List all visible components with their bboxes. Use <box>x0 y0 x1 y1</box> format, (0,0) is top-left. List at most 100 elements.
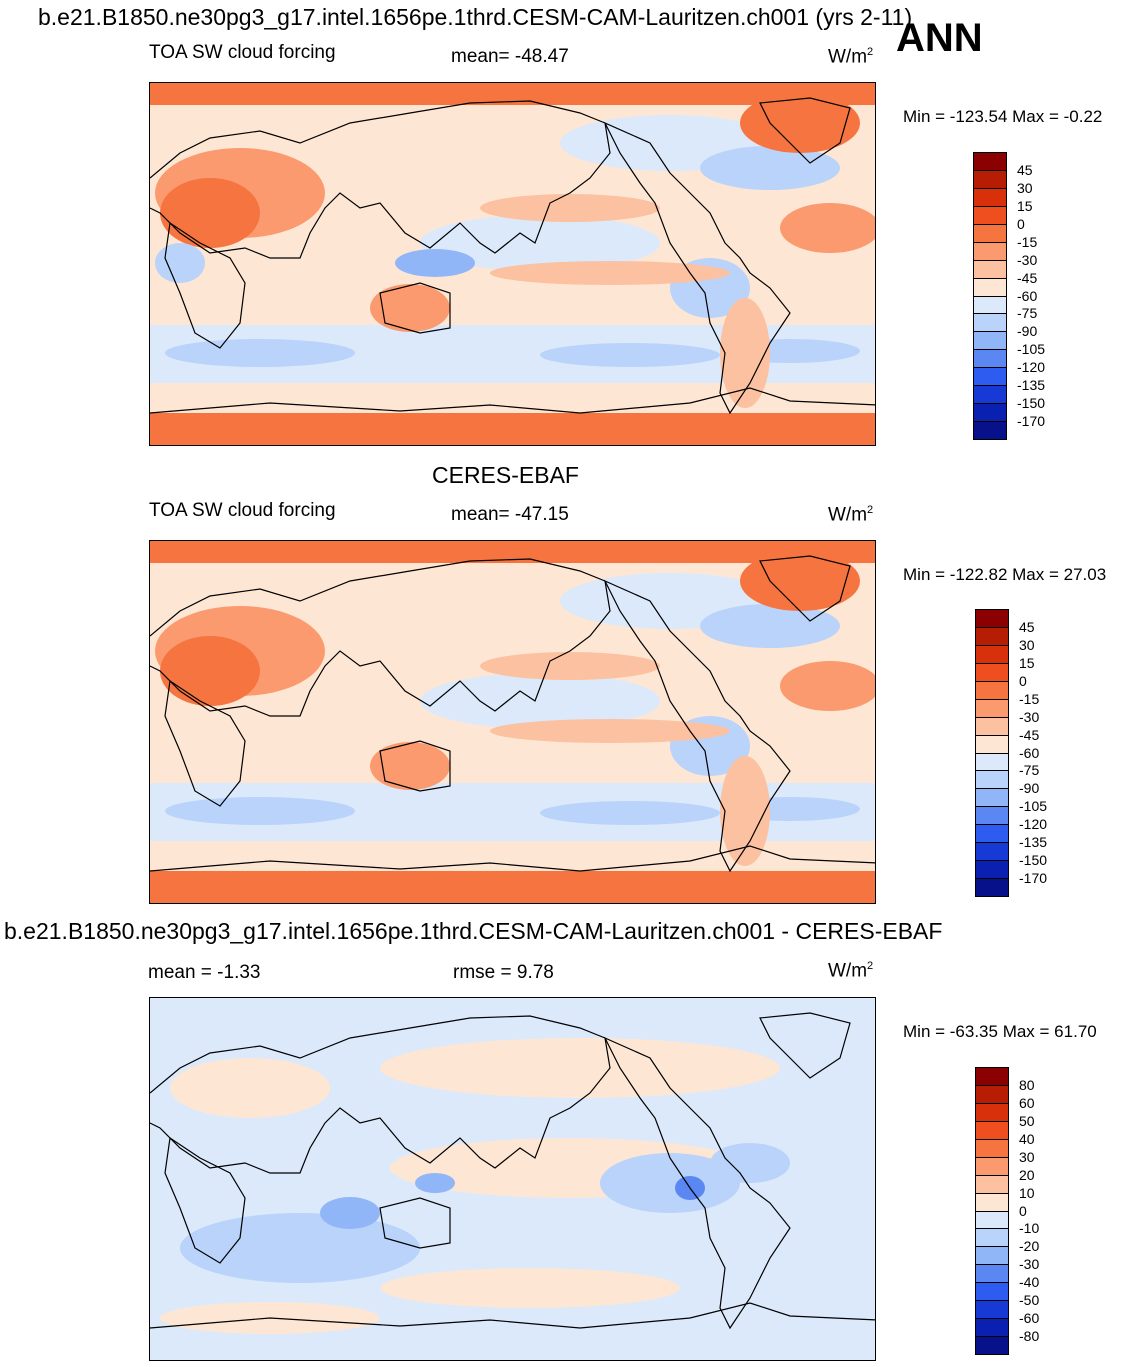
panel2-colorbar-tick-label: -170 <box>1019 870 1048 887</box>
panel2-map <box>149 540 876 904</box>
panel2-colorbar-tick-label: -150 <box>1019 852 1048 869</box>
panel2-colorbar-tick-label: -75 <box>1019 762 1040 779</box>
panel2-colorbar-swatch <box>975 680 1009 700</box>
panel1-colorbar-swatch <box>973 349 1007 369</box>
panel1-colorbar-swatch <box>973 385 1007 405</box>
panel2-colorbar-tick-label: -105 <box>1019 798 1048 815</box>
panel3-colorbar-tick-label: -30 <box>1019 1256 1040 1273</box>
panel1-map-field <box>150 83 875 445</box>
panel2-colorbar-tick-label: -60 <box>1019 744 1040 761</box>
panel2-colorbar-swatch <box>975 860 1009 880</box>
panel3-colorbar-tick-label: 30 <box>1019 1148 1035 1165</box>
panel3-colorbar-tick-label: 20 <box>1019 1166 1035 1183</box>
panel1-colorbar-tick-label: -75 <box>1017 305 1038 322</box>
panel1-colorbar-tick-label: -170 <box>1017 413 1046 430</box>
panel3-colorbar-swatch <box>975 1228 1009 1248</box>
panel2-map-field <box>150 541 875 903</box>
panel2-colorbar-swatch <box>975 788 1009 808</box>
panel3-colorbar-tick-label: 40 <box>1019 1130 1035 1147</box>
panel3-colorbar-swatch <box>975 1192 1009 1212</box>
panel1-colorbar-tick-label: -15 <box>1017 233 1038 250</box>
panel3-colorbar-tick-label: 80 <box>1019 1076 1035 1093</box>
panel1-colorbar-tick-label: 0 <box>1017 215 1025 232</box>
panel3-colorbar-swatch <box>975 1138 1009 1158</box>
panel1-mean-label: mean= -48.47 <box>451 46 569 67</box>
panel3-colorbar-swatch <box>975 1102 1009 1122</box>
panel2-colorbar-swatch <box>975 644 1009 664</box>
panel2-colorbar-swatch <box>975 752 1009 772</box>
panel3-colorbar-tick-label: -50 <box>1019 1292 1040 1309</box>
panel1-colorbar-tick-label: -150 <box>1017 395 1046 412</box>
panel1-colorbar-swatch <box>973 187 1007 207</box>
panel3-colorbar: 80 60 50 40 30 20 10 0 -10 -20 -30 -40 -50 -60 -80 <box>975 1067 1039 1355</box>
panel2-colorbar-tick-label: -120 <box>1019 816 1048 833</box>
panel1-colorbar-swatch <box>973 295 1007 315</box>
panel2-colorbar-swatch <box>975 609 1009 628</box>
main-title: b.e21.B1850.ne30pg3_g17.intel.1656pe.1th… <box>38 4 913 30</box>
panel3-rmse-label: rmse = 9.78 <box>453 962 554 983</box>
panel2-colorbar-swatch <box>975 734 1009 754</box>
panel3-colorbar-swatch <box>975 1067 1009 1086</box>
panel1-colorbar-tick-label: 30 <box>1017 179 1033 196</box>
panel1-units-label: W/m2 <box>828 46 874 68</box>
panel2-colorbar-swatch <box>975 662 1009 682</box>
panel3-title: b.e21.B1850.ne30pg3_g17.intel.1656pe.1th… <box>4 918 943 944</box>
panel1-colorbar-tick-label: -60 <box>1017 287 1038 304</box>
panel3-colorbar-swatch <box>975 1174 1009 1194</box>
panel2-title: CERES-EBAF <box>432 462 579 488</box>
panel2-colorbar-tick-label: 45 <box>1019 618 1035 635</box>
panel2-minmax-label: Min = -122.82 Max = 27.03 <box>903 565 1107 584</box>
panel2-colorbar-tick-label: 15 <box>1019 654 1035 671</box>
panel2-colorbar-swatch <box>975 842 1009 862</box>
panel2-colorbar-swatch <box>975 698 1009 718</box>
panel2-variable-label: TOA SW cloud forcing <box>149 500 336 521</box>
panel3-mean-label: mean = -1.33 <box>148 962 261 983</box>
panel1-colorbar-tick-label: -45 <box>1017 269 1038 286</box>
panel3-colorbar-tick-label: -10 <box>1019 1220 1040 1237</box>
panel2-colorbar-swatch <box>975 770 1009 790</box>
panel1-colorbar-swatch <box>973 367 1007 387</box>
panel2-mean-label: mean= -47.15 <box>451 504 569 525</box>
panel1-colorbar-swatch <box>973 259 1007 279</box>
panel1-colorbar-tick-label: -120 <box>1017 359 1046 376</box>
panel1-map <box>149 82 876 446</box>
panel3-minmax-label: Min = -63.35 Max = 61.70 <box>903 1022 1097 1041</box>
panel2-colorbar-swatch <box>975 626 1009 646</box>
panel1-colorbar-swatch <box>973 205 1007 225</box>
panel3-colorbar-swatch <box>975 1210 1009 1230</box>
panel3-units-label: W/m2 <box>828 960 874 982</box>
panel2-colorbar-swatch <box>975 716 1009 736</box>
panel2-colorbar-tick-label: 0 <box>1019 672 1027 689</box>
panel3-colorbar-tick-label: 0 <box>1019 1202 1027 1219</box>
panel3-colorbar-swatch <box>975 1282 1009 1302</box>
panel1-colorbar-tick-label: 45 <box>1017 161 1033 178</box>
season-label: ANN <box>896 16 983 60</box>
panel2-colorbar-tick-label: -135 <box>1019 834 1048 851</box>
panel2-colorbar-swatch <box>975 878 1009 897</box>
panel3-colorbar-tick-label: 60 <box>1019 1094 1035 1111</box>
panel1-colorbar-swatch <box>973 241 1007 261</box>
panel1-minmax-label: Min = -123.54 Max = -0.22 <box>903 107 1103 126</box>
panel1-variable-label: TOA SW cloud forcing <box>149 42 336 63</box>
panel3-colorbar-tick-label: -80 <box>1019 1328 1040 1345</box>
panel1-colorbar-tick-label: -90 <box>1017 323 1038 340</box>
panel1-colorbar-swatch <box>973 223 1007 243</box>
panel3-colorbar-swatch <box>975 1156 1009 1176</box>
panel2-colorbar-swatch <box>975 824 1009 844</box>
panel1-colorbar-tick-label: -30 <box>1017 251 1038 268</box>
panel3-map <box>149 997 876 1361</box>
panel2-colorbar-tick-label: -90 <box>1019 780 1040 797</box>
panel2-units-label: W/m2 <box>828 504 874 526</box>
panel3-colorbar-tick-label: -40 <box>1019 1274 1040 1291</box>
panel3-colorbar-swatch <box>975 1264 1009 1284</box>
panel3-colorbar-swatch <box>975 1084 1009 1104</box>
panel2-colorbar-tick-label: -15 <box>1019 690 1040 707</box>
panel1-colorbar-tick-label: -105 <box>1017 341 1046 358</box>
panel1-colorbar-swatch <box>973 403 1007 423</box>
panel3-colorbar-tick-label: -60 <box>1019 1310 1040 1327</box>
panel1-colorbar-swatch <box>973 152 1007 171</box>
panel2-colorbar-tick-label: -45 <box>1019 726 1040 743</box>
panel1-colorbar-swatch <box>973 313 1007 333</box>
panel3-map-field <box>150 998 875 1360</box>
panel1-colorbar-swatch <box>973 277 1007 297</box>
